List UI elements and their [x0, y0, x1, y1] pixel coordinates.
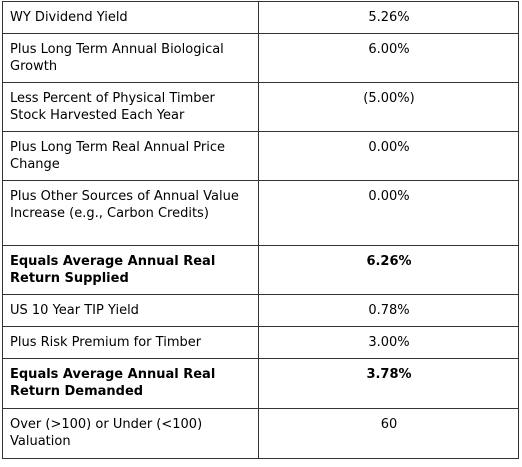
label-cell: Equals Average Annual Real Return Suppli… [2, 245, 259, 295]
value-cell: (5.00%) [258, 82, 519, 132]
label-cell: US 10 Year TIP Yield [2, 294, 259, 327]
value-cell: 0.78% [258, 294, 519, 327]
label-cell: Plus Long Term Real Annual Price Change [2, 131, 259, 181]
row: Plus Other Sources of Annual Value Incre… [2, 180, 519, 246]
label-cell: Less Percent of Physical Timber Stock Ha… [2, 82, 259, 132]
row: Over (>100) or Under (<100) Valuation 60 [2, 408, 519, 459]
valuation-table: WY Dividend Yield 5.26% Plus Long Term An… [2, 1, 519, 459]
value-cell: 6.26% [258, 245, 519, 295]
value-cell: 5.26% [258, 1, 519, 34]
value-cell: 3.00% [258, 326, 519, 359]
row: Plus Risk Premium for Timber 3.00% [2, 326, 519, 359]
label-cell: Over (>100) or Under (<100) Valuation [2, 408, 259, 459]
row: US 10 Year TIP Yield 0.78% [2, 294, 519, 327]
value-cell: 6.00% [258, 33, 519, 83]
label-cell: Plus Long Term Annual Biological Growth [2, 33, 259, 83]
row: Equals Average Annual Real Return Demand… [2, 358, 519, 409]
row: Equals Average Annual Real Return Suppli… [2, 245, 519, 295]
value-cell: 3.78% [258, 358, 519, 409]
value-cell: 60 [258, 408, 519, 459]
row: WY Dividend Yield 5.26% [2, 1, 519, 34]
value-cell: 0.00% [258, 180, 519, 246]
label-cell: Plus Other Sources of Annual Value Incre… [2, 180, 259, 246]
label-cell: Equals Average Annual Real Return Demand… [2, 358, 259, 409]
row: Plus Long Term Annual Biological Growth 6… [2, 33, 519, 83]
value-cell: 0.00% [258, 131, 519, 181]
row: Plus Long Term Real Annual Price Change 0… [2, 131, 519, 181]
label-cell: WY Dividend Yield [2, 1, 259, 34]
row: Less Percent of Physical Timber Stock Ha… [2, 82, 519, 132]
label-cell: Plus Risk Premium for Timber [2, 326, 259, 359]
